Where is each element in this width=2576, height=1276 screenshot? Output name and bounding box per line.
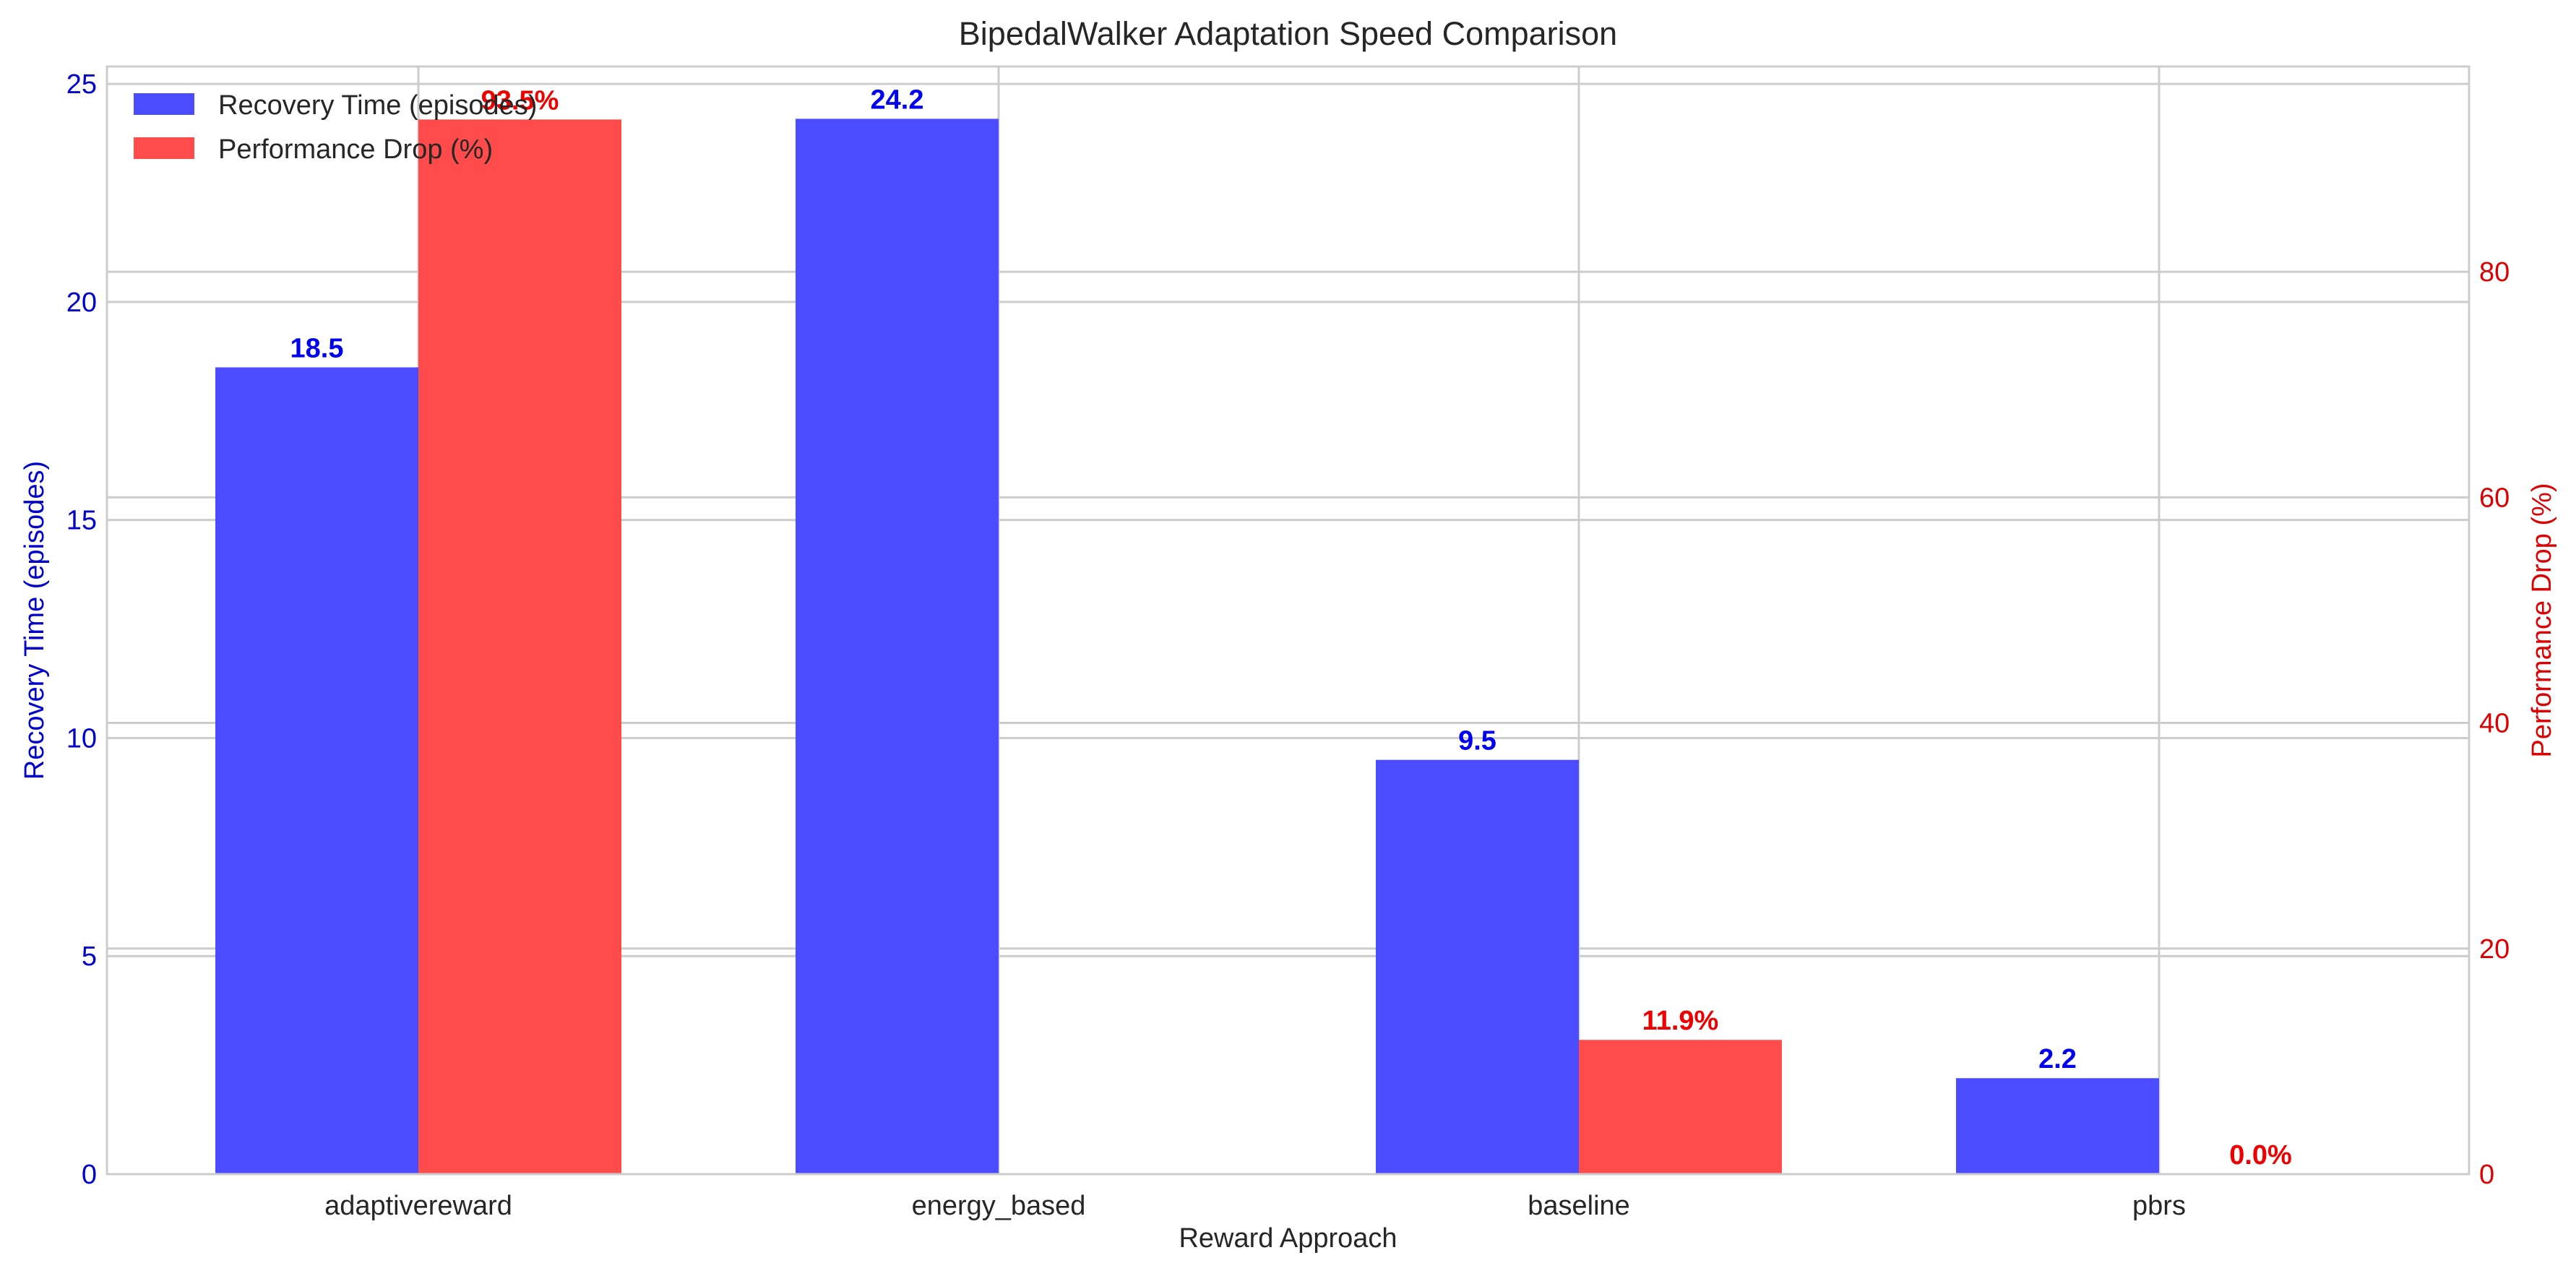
bar-recovery-time-energy_based	[796, 118, 999, 1175]
y-left-tick-20: 20	[66, 288, 97, 318]
bar-performance-drop-adaptivereward	[418, 119, 621, 1174]
data-label-recovery-time-baseline: 9.5	[1458, 726, 1496, 756]
bars	[215, 118, 2159, 1175]
y-right-tick-60: 60	[2479, 483, 2510, 513]
legend-swatch-performance-drop	[134, 137, 194, 159]
ticks: adaptivereward energy_based baseline pbrs 0 5…	[66, 69, 2510, 1221]
x-tick-label-adaptivereward: adaptivereward	[324, 1191, 512, 1221]
data-label-recovery-time-pbrs: 2.2	[2038, 1044, 2077, 1074]
legend: Recovery Time (episodes) Performance Dro…	[134, 90, 537, 165]
bar-recovery-time-adaptivereward	[215, 367, 418, 1175]
y-left-tick-10: 10	[66, 723, 97, 754]
y-left-tick-15: 15	[66, 506, 97, 536]
data-label-recovery-time-energy_based: 24.2	[871, 85, 924, 115]
plot-frame	[105, 65, 2471, 1176]
x-tick-label-energy_based: energy_based	[912, 1191, 1086, 1221]
y-right-tick-80: 80	[2479, 257, 2510, 288]
data-label-performance-drop-adaptivereward: 93.5%	[481, 85, 559, 116]
data-label-performance-drop-baseline: 11.9%	[1642, 1006, 1719, 1036]
y-left-tick-0: 0	[82, 1160, 97, 1190]
bar-performance-drop-baseline	[1579, 1040, 1782, 1174]
x-axis-title: Reward Approach	[1179, 1223, 1397, 1254]
y-right-tick-0: 0	[2479, 1160, 2494, 1190]
data-label-recovery-time-adaptivereward: 18.5	[290, 333, 344, 363]
y-right-tick-40: 40	[2479, 709, 2510, 739]
y-right-axis-title: Performance Drop (%)	[2527, 483, 2557, 757]
chart-title: BipedalWalker Adaptation Speed Compariso…	[959, 15, 1617, 52]
y-left-tick-5: 5	[82, 941, 97, 972]
y-right-tick-20: 20	[2479, 934, 2510, 965]
y-left-tick-25: 25	[66, 69, 97, 100]
legend-label-performance-drop: Performance Drop (%)	[218, 134, 493, 165]
x-tick-label-baseline: baseline	[1528, 1191, 1630, 1221]
y-left-axis-title: Recovery Time (episodes)	[20, 461, 50, 780]
data-label-performance-drop-pbrs: 0.0%	[2229, 1140, 2292, 1171]
legend-label-recovery-time: Recovery Time (episodes)	[218, 90, 537, 121]
bar-recovery-time-pbrs	[1956, 1078, 2159, 1174]
bar-recovery-time-baseline	[1376, 759, 1579, 1174]
x-tick-label-pbrs: pbrs	[2132, 1191, 2186, 1221]
data-labels: 18.5 24.2 9.5 2.2 93.5% 11.9% 0.0%	[290, 85, 2292, 1171]
legend-swatch-recovery-time	[134, 93, 194, 115]
